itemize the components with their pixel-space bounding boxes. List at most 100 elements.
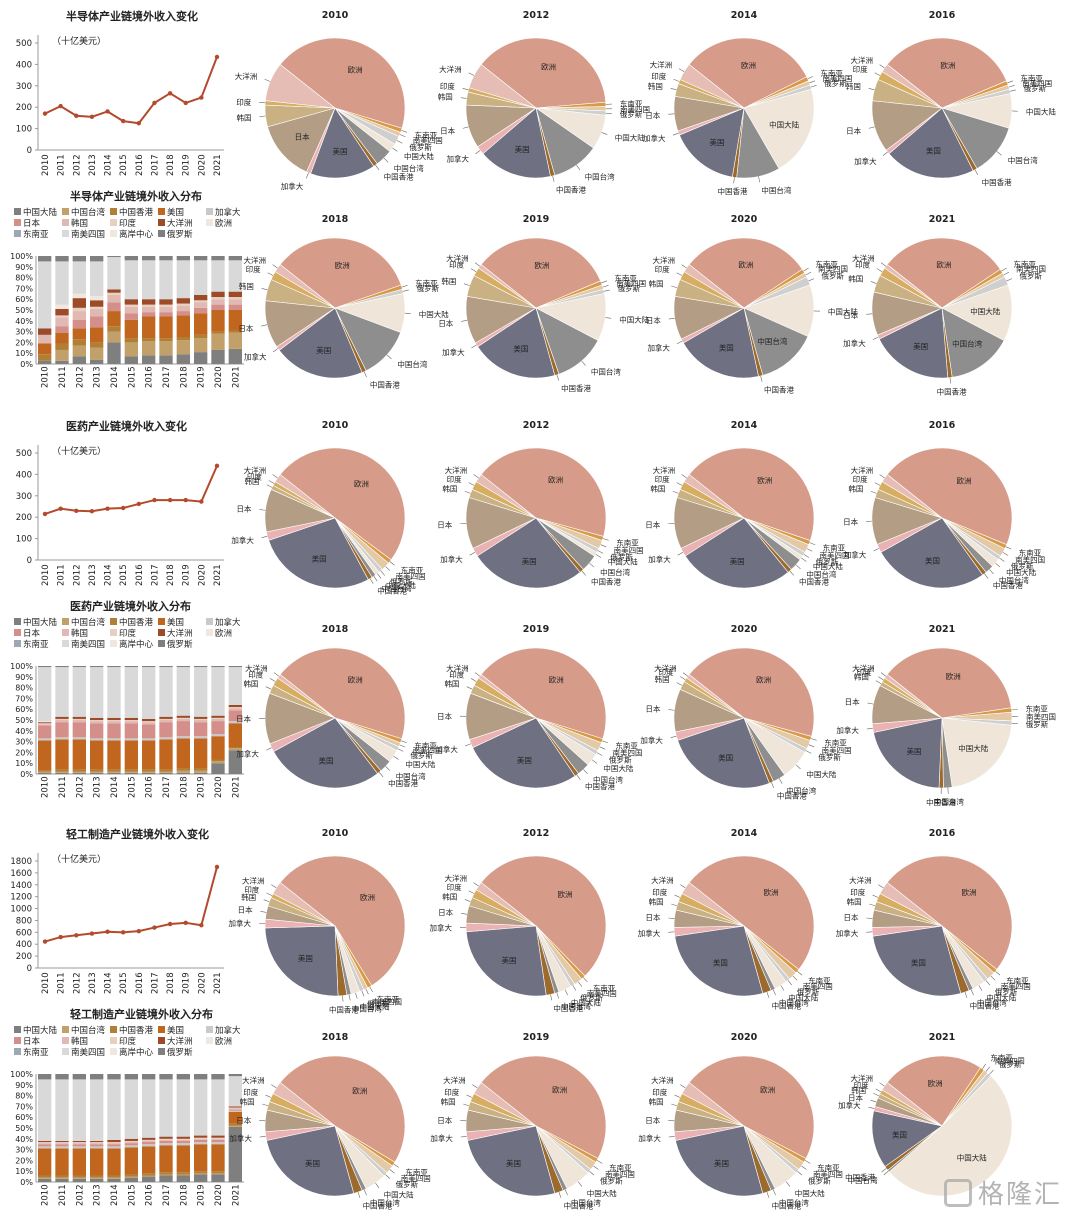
line-chart-title: 医药产业链境外收入变化 <box>66 419 187 433</box>
pie-leader-line <box>874 72 881 76</box>
bar-segment <box>142 1144 156 1147</box>
bar-segment <box>124 1142 138 1144</box>
bar-segment <box>72 1079 86 1141</box>
line-x-tick: 2019 <box>182 564 192 586</box>
pie-slice <box>688 447 815 541</box>
pie-label: 美国 <box>926 146 941 156</box>
bar-segment <box>72 356 86 364</box>
bar-segment <box>72 339 86 346</box>
pie-label: 印度 <box>444 1087 459 1097</box>
bar-segment <box>211 291 225 298</box>
legend-label: 离岸中心 <box>119 639 154 650</box>
pie-label: 中国大陆 <box>828 307 858 317</box>
line-point <box>136 928 142 934</box>
line-point <box>74 508 79 513</box>
pie-label: 中国大陆 <box>806 769 836 779</box>
line-x-tick: 2011 <box>57 972 67 994</box>
pie-leader-line <box>873 1092 879 1097</box>
bar-segment <box>194 294 208 301</box>
bar-y-tick: 60% <box>15 1113 33 1122</box>
pie-label: 中国香港 <box>329 1005 359 1015</box>
bar-segment <box>107 1144 121 1147</box>
pie-label: 东南亚 <box>820 68 843 78</box>
pie-leader-line <box>269 678 276 682</box>
pie-leader-line <box>671 903 678 907</box>
bar-segment <box>124 769 138 772</box>
legend-swatch <box>110 1048 117 1055</box>
pie-label: 中国香港 <box>388 778 418 788</box>
pie-label: 印度 <box>440 81 455 91</box>
pie-label: 中国台湾 <box>952 338 982 348</box>
pie-leader-line <box>873 548 880 552</box>
pie-label: 中国香港 <box>993 580 1023 590</box>
pie-slice <box>888 1075 1013 1197</box>
pie-leader-line <box>262 1103 269 1107</box>
pie-label: 日本 <box>238 323 253 333</box>
bar-segment <box>90 740 104 770</box>
pie-label: 韩国 <box>243 678 258 688</box>
pie-label: 日本 <box>238 905 253 915</box>
line-point <box>120 930 126 935</box>
pie-label: 日本 <box>236 1115 251 1125</box>
line-x-tick: 2020 <box>197 564 207 586</box>
pie-label: 东南亚 <box>609 1162 632 1172</box>
pie-label: 中国台湾 <box>382 583 412 593</box>
pie-slice <box>273 717 378 789</box>
pie-slice <box>681 1082 745 1127</box>
bar-segment <box>55 1144 69 1147</box>
pie-label: 美国 <box>513 344 528 354</box>
bar-segment <box>72 771 86 773</box>
legend-label: 日本 <box>23 628 41 639</box>
pie-label: 美国 <box>925 555 940 565</box>
bar-segment <box>228 1108 242 1110</box>
pie-leader-line <box>676 272 683 276</box>
pie-leader-line <box>461 912 468 915</box>
bar-y-tick: 10% <box>15 1167 33 1176</box>
pie-label: 韩国 <box>848 483 863 493</box>
pie-leader-line <box>389 1169 395 1174</box>
pie-title: 2020 <box>731 624 758 635</box>
bar-segment <box>107 720 121 722</box>
bar-segment <box>55 1177 69 1179</box>
bar-segment <box>38 721 52 723</box>
pie-slice <box>473 1082 537 1127</box>
pie-slice <box>684 517 789 589</box>
bar-segment <box>194 313 208 335</box>
bar-segment <box>228 750 242 774</box>
bar-segment <box>107 1175 121 1178</box>
pie-label: 印度 <box>447 474 462 484</box>
pie-label: 东南亚 <box>405 1167 428 1177</box>
bar-segment <box>72 1144 86 1147</box>
pie-slice <box>279 855 406 987</box>
pie-leader-line <box>674 894 681 898</box>
legend-swatch <box>158 618 165 625</box>
pie-label: 日本 <box>438 318 453 328</box>
pie-leader-line <box>591 759 598 764</box>
bar-segment <box>38 1177 52 1179</box>
pie-leader-line <box>462 87 469 91</box>
pie-label: 中国大陆 <box>404 151 434 161</box>
line-point <box>105 506 110 511</box>
line-series <box>44 465 218 515</box>
pie-label: 俄罗斯 <box>818 752 841 762</box>
pie-label: 东南亚 <box>377 994 400 1004</box>
bar-segment <box>211 1079 225 1136</box>
bar-segment <box>90 1144 104 1147</box>
pie-leader-line <box>808 744 815 748</box>
pie-label: 南美四国 <box>818 263 848 273</box>
pie-label: 大洋洲 <box>443 1075 466 1085</box>
line-y-tick: 400 <box>16 940 32 950</box>
pie-leader-line <box>1006 278 1013 282</box>
bar-x-tick: 2011 <box>58 1184 68 1206</box>
bar-segment <box>159 1145 173 1173</box>
pie-leader-line <box>474 672 481 677</box>
pie-leader-line <box>880 262 887 267</box>
pie-label: 欧洲 <box>928 1078 943 1088</box>
bar-segment <box>176 1175 190 1182</box>
pie-label: 大洋洲 <box>445 465 468 475</box>
legend-swatch <box>158 1037 165 1044</box>
